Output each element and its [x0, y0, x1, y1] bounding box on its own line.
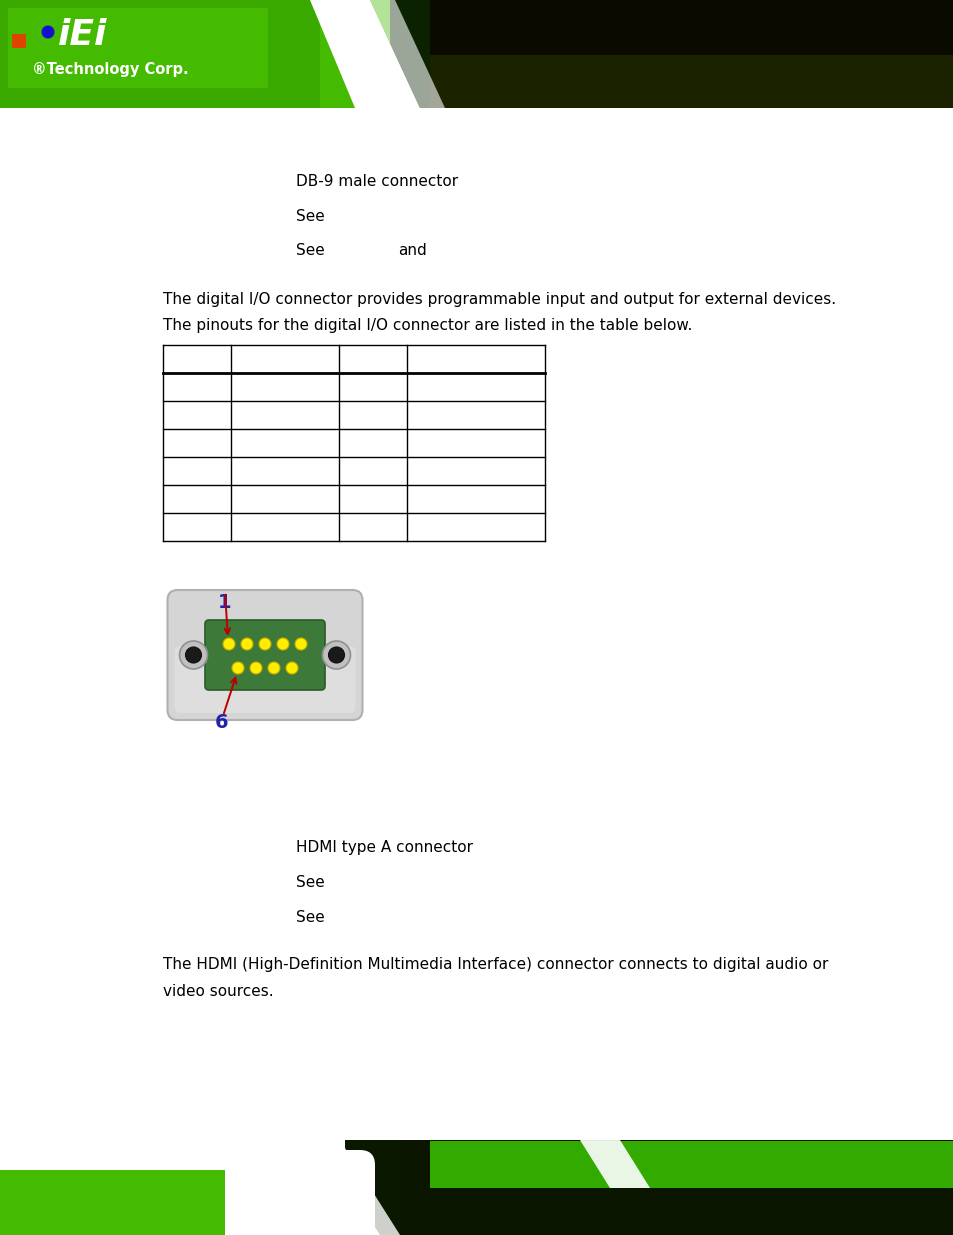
Circle shape [241, 638, 253, 650]
Text: See: See [295, 209, 324, 224]
Circle shape [250, 662, 262, 674]
Polygon shape [254, 1140, 379, 1235]
Polygon shape [370, 0, 444, 107]
Text: See: See [295, 876, 324, 890]
FancyBboxPatch shape [168, 590, 362, 720]
Text: See: See [295, 243, 324, 258]
Bar [0, 1140, 345, 1235]
Text: video sources.: video sources. [163, 984, 274, 999]
Text: The digital I/O connector provides programmable input and output for external de: The digital I/O connector provides progr… [163, 291, 835, 308]
Bar [0, 0, 953, 107]
Bar [430, 0, 953, 56]
Bar [0, 0, 390, 107]
Bar [12, 35, 26, 48]
Circle shape [232, 662, 244, 674]
Text: 1: 1 [218, 593, 232, 613]
Polygon shape [579, 1140, 649, 1188]
Bar [8, 7, 268, 88]
Circle shape [286, 662, 297, 674]
FancyBboxPatch shape [174, 646, 355, 713]
Text: HDMI type A connector: HDMI type A connector [295, 840, 473, 855]
Polygon shape [314, 1140, 399, 1235]
Circle shape [185, 647, 201, 663]
Text: DB-9 male connector: DB-9 male connector [295, 174, 457, 189]
Text: The HDMI (High-Definition Multimedia Interface) connector connects to digital au: The HDMI (High-Definition Multimedia Int… [163, 957, 827, 972]
Circle shape [42, 26, 54, 38]
Bar [0, 1170, 339, 1235]
Bar [399, 1140, 953, 1235]
Bar [430, 56, 953, 107]
Text: iEi: iEi [58, 19, 108, 52]
Circle shape [294, 638, 307, 650]
Bar [0, 0, 319, 107]
Text: See: See [295, 910, 324, 925]
Circle shape [268, 662, 280, 674]
Circle shape [328, 647, 344, 663]
Circle shape [258, 638, 271, 650]
FancyBboxPatch shape [225, 1150, 375, 1235]
Text: The pinouts for the digital I/O connector are listed in the table below.: The pinouts for the digital I/O connecto… [163, 317, 692, 333]
Bar [0, 1140, 953, 1235]
Polygon shape [310, 0, 419, 107]
Circle shape [179, 641, 208, 669]
Text: and: and [397, 243, 426, 258]
Text: 6: 6 [214, 713, 229, 732]
Circle shape [322, 641, 350, 669]
Circle shape [276, 638, 289, 650]
Circle shape [223, 638, 234, 650]
FancyBboxPatch shape [205, 620, 325, 690]
Text: ®Technology Corp.: ®Technology Corp. [32, 62, 189, 77]
Bar [430, 1141, 953, 1188]
